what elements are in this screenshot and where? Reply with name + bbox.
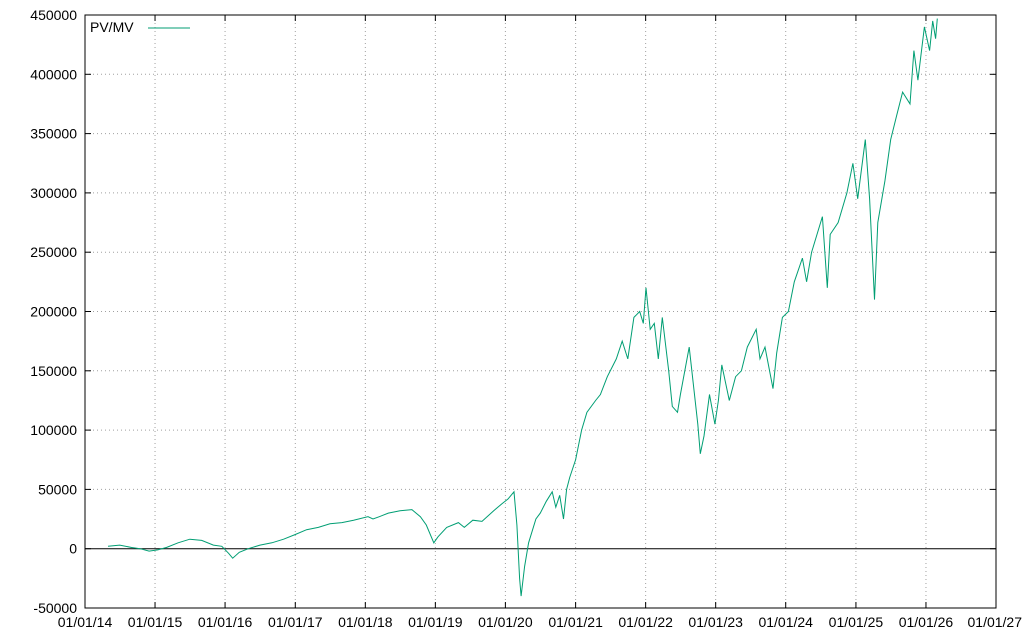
- x-tick-label: 01/01/15: [128, 614, 183, 630]
- x-tick-label: 01/01/22: [618, 614, 673, 630]
- x-tick-label: 01/01/21: [548, 614, 603, 630]
- x-tick-label: 01/01/19: [408, 614, 463, 630]
- y-tick-label: 50000: [38, 481, 77, 497]
- x-tick-label: 01/01/25: [829, 614, 884, 630]
- x-tick-label: 01/01/24: [758, 614, 813, 630]
- x-tick-label: 01/01/14: [58, 614, 113, 630]
- x-tick-label: 01/01/27: [968, 614, 1023, 630]
- y-axis: -50000 0 50000 100000 150000 200000 250000 3000…: [30, 7, 996, 616]
- y-tick-label: 250000: [30, 244, 77, 260]
- y-tick-label: 350000: [30, 126, 77, 142]
- y-tick-label: 150000: [30, 363, 77, 379]
- y-tick-label: 100000: [30, 422, 77, 438]
- y-tick-label: -50000: [33, 600, 77, 616]
- y-tick-label: 450000: [30, 7, 77, 23]
- x-axis: 01/01/14 01/01/15 01/01/16 01/01/17 01/01/18…: [58, 15, 1022, 630]
- legend-label: PV/MV: [90, 19, 134, 35]
- series-line: [107, 18, 938, 597]
- legend: PV/MV: [90, 19, 190, 35]
- x-tick-label: 01/01/16: [198, 614, 253, 630]
- x-tick-label: 01/01/23: [688, 614, 743, 630]
- x-tick-label: 01/01/18: [338, 614, 393, 630]
- grid: [85, 15, 996, 608]
- y-tick-label: 300000: [30, 185, 77, 201]
- series-layer: [107, 18, 938, 597]
- y-tick-label: 200000: [30, 304, 77, 320]
- x-tick-label: 01/01/17: [268, 614, 323, 630]
- x-tick-label: 01/01/26: [899, 614, 954, 630]
- x-tick-label: 01/01/20: [478, 614, 533, 630]
- y-tick-label: 400000: [30, 66, 77, 82]
- y-tick-label: 0: [69, 541, 77, 557]
